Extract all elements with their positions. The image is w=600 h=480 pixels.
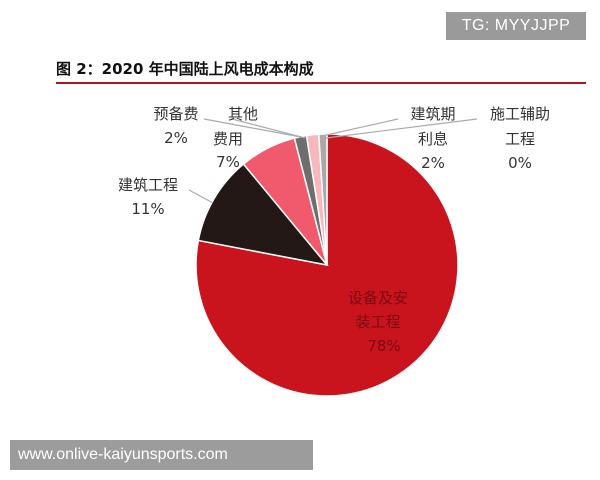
slice-value-label: 11% — [131, 200, 164, 218]
leader-line — [188, 189, 214, 204]
watermark-badge: TG: MYYJJPP — [446, 12, 586, 40]
slice-label: 装工程 — [355, 313, 400, 331]
slice-label: 建筑工程 — [118, 176, 178, 194]
slice-label: 费用 — [213, 130, 243, 148]
slice-value-label: 2% — [421, 154, 445, 172]
slice-label: 施工辅助 — [490, 105, 550, 123]
slice-label: 预备费 — [153, 105, 198, 123]
leader-line — [321, 118, 399, 137]
leader-line — [325, 118, 478, 139]
slice-value-label: 0% — [508, 154, 532, 172]
leader-line — [231, 118, 306, 139]
slice-label: 建筑期 — [410, 105, 455, 123]
pie-slice — [197, 163, 329, 267]
slice-value-label: 7% — [216, 153, 240, 171]
pie-slice — [317, 133, 328, 266]
slice-label: 工程 — [505, 130, 535, 148]
label-leader-lines — [188, 118, 478, 204]
slice-value-label: 78% — [367, 337, 400, 355]
pie-slices — [195, 133, 459, 397]
slice-value-label: 2% — [164, 129, 188, 147]
slice-label: 设备及安 — [348, 289, 408, 307]
figure-title: 图 2：2020 年中国陆上风电成本构成 — [56, 60, 314, 78]
title-divider — [56, 82, 586, 84]
slice-label: 利息 — [418, 130, 448, 148]
slice-label: 其他 — [228, 105, 258, 123]
watermark-url: www.onlive-kaiyunsports.com — [10, 440, 313, 470]
leader-line — [203, 118, 302, 138]
